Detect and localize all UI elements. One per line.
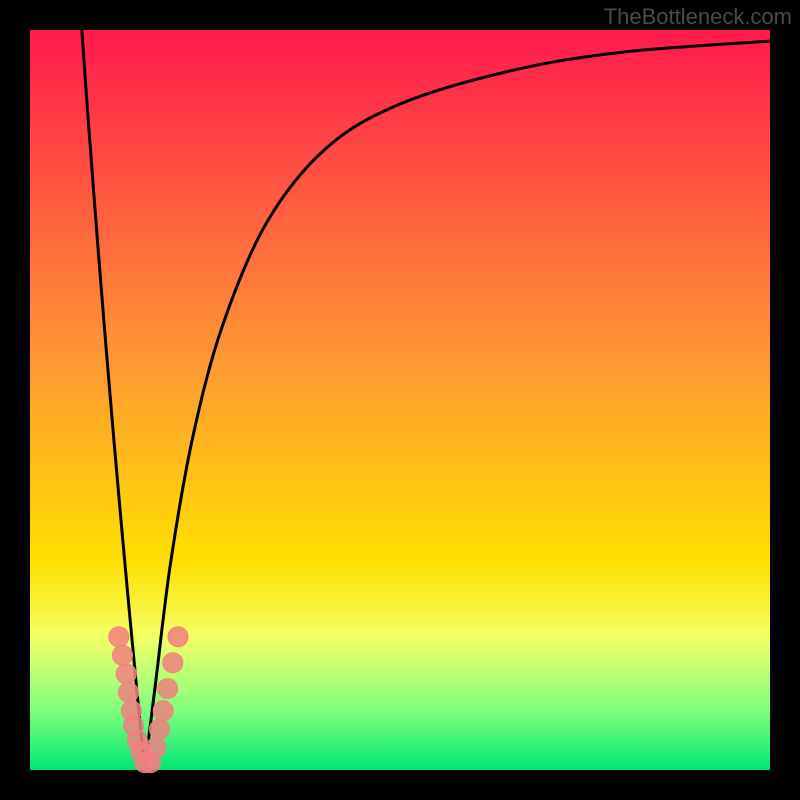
marker-point [163,653,183,673]
chart-container: TheBottleneck.com [0,0,800,800]
marker-point [153,701,173,721]
marker-point [116,664,136,684]
marker-point [168,627,188,647]
marker-point [158,679,178,699]
curve-right-branch [145,41,770,770]
marker-point [118,682,138,702]
marker-point [146,738,166,758]
attribution-label: TheBottleneck.com [604,4,792,30]
chart-overlay-svg [0,0,800,800]
marker-point [113,645,133,665]
marker-group [109,627,188,773]
marker-point [109,627,129,647]
marker-point [150,719,170,739]
